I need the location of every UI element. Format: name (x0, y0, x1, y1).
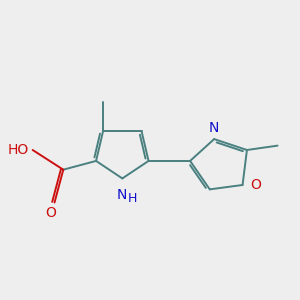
Text: N: N (209, 121, 219, 135)
Text: H: H (128, 191, 137, 205)
Text: HO: HO (8, 143, 29, 157)
Text: O: O (46, 206, 56, 220)
Text: O: O (250, 178, 261, 192)
Text: N: N (117, 188, 128, 202)
